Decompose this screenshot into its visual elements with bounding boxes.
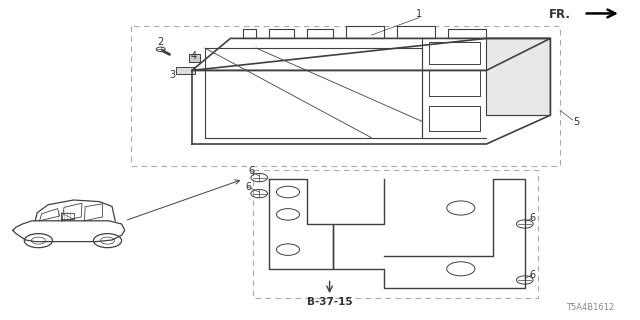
Text: T5A4B1612: T5A4B1612 <box>566 303 614 312</box>
Text: 4: 4 <box>191 51 197 61</box>
Text: 6: 6 <box>529 269 536 280</box>
Text: 5: 5 <box>573 116 579 127</box>
Bar <box>189 54 200 62</box>
Text: 6: 6 <box>529 213 536 223</box>
Text: 6: 6 <box>248 166 255 176</box>
Text: 3: 3 <box>170 70 176 80</box>
Text: 2: 2 <box>157 36 163 47</box>
Bar <box>176 67 195 74</box>
Text: 1: 1 <box>416 9 422 20</box>
Text: 6: 6 <box>245 182 252 192</box>
Bar <box>486 38 550 115</box>
Text: B-37-15: B-37-15 <box>307 297 353 308</box>
Text: FR.: FR. <box>549 8 571 21</box>
